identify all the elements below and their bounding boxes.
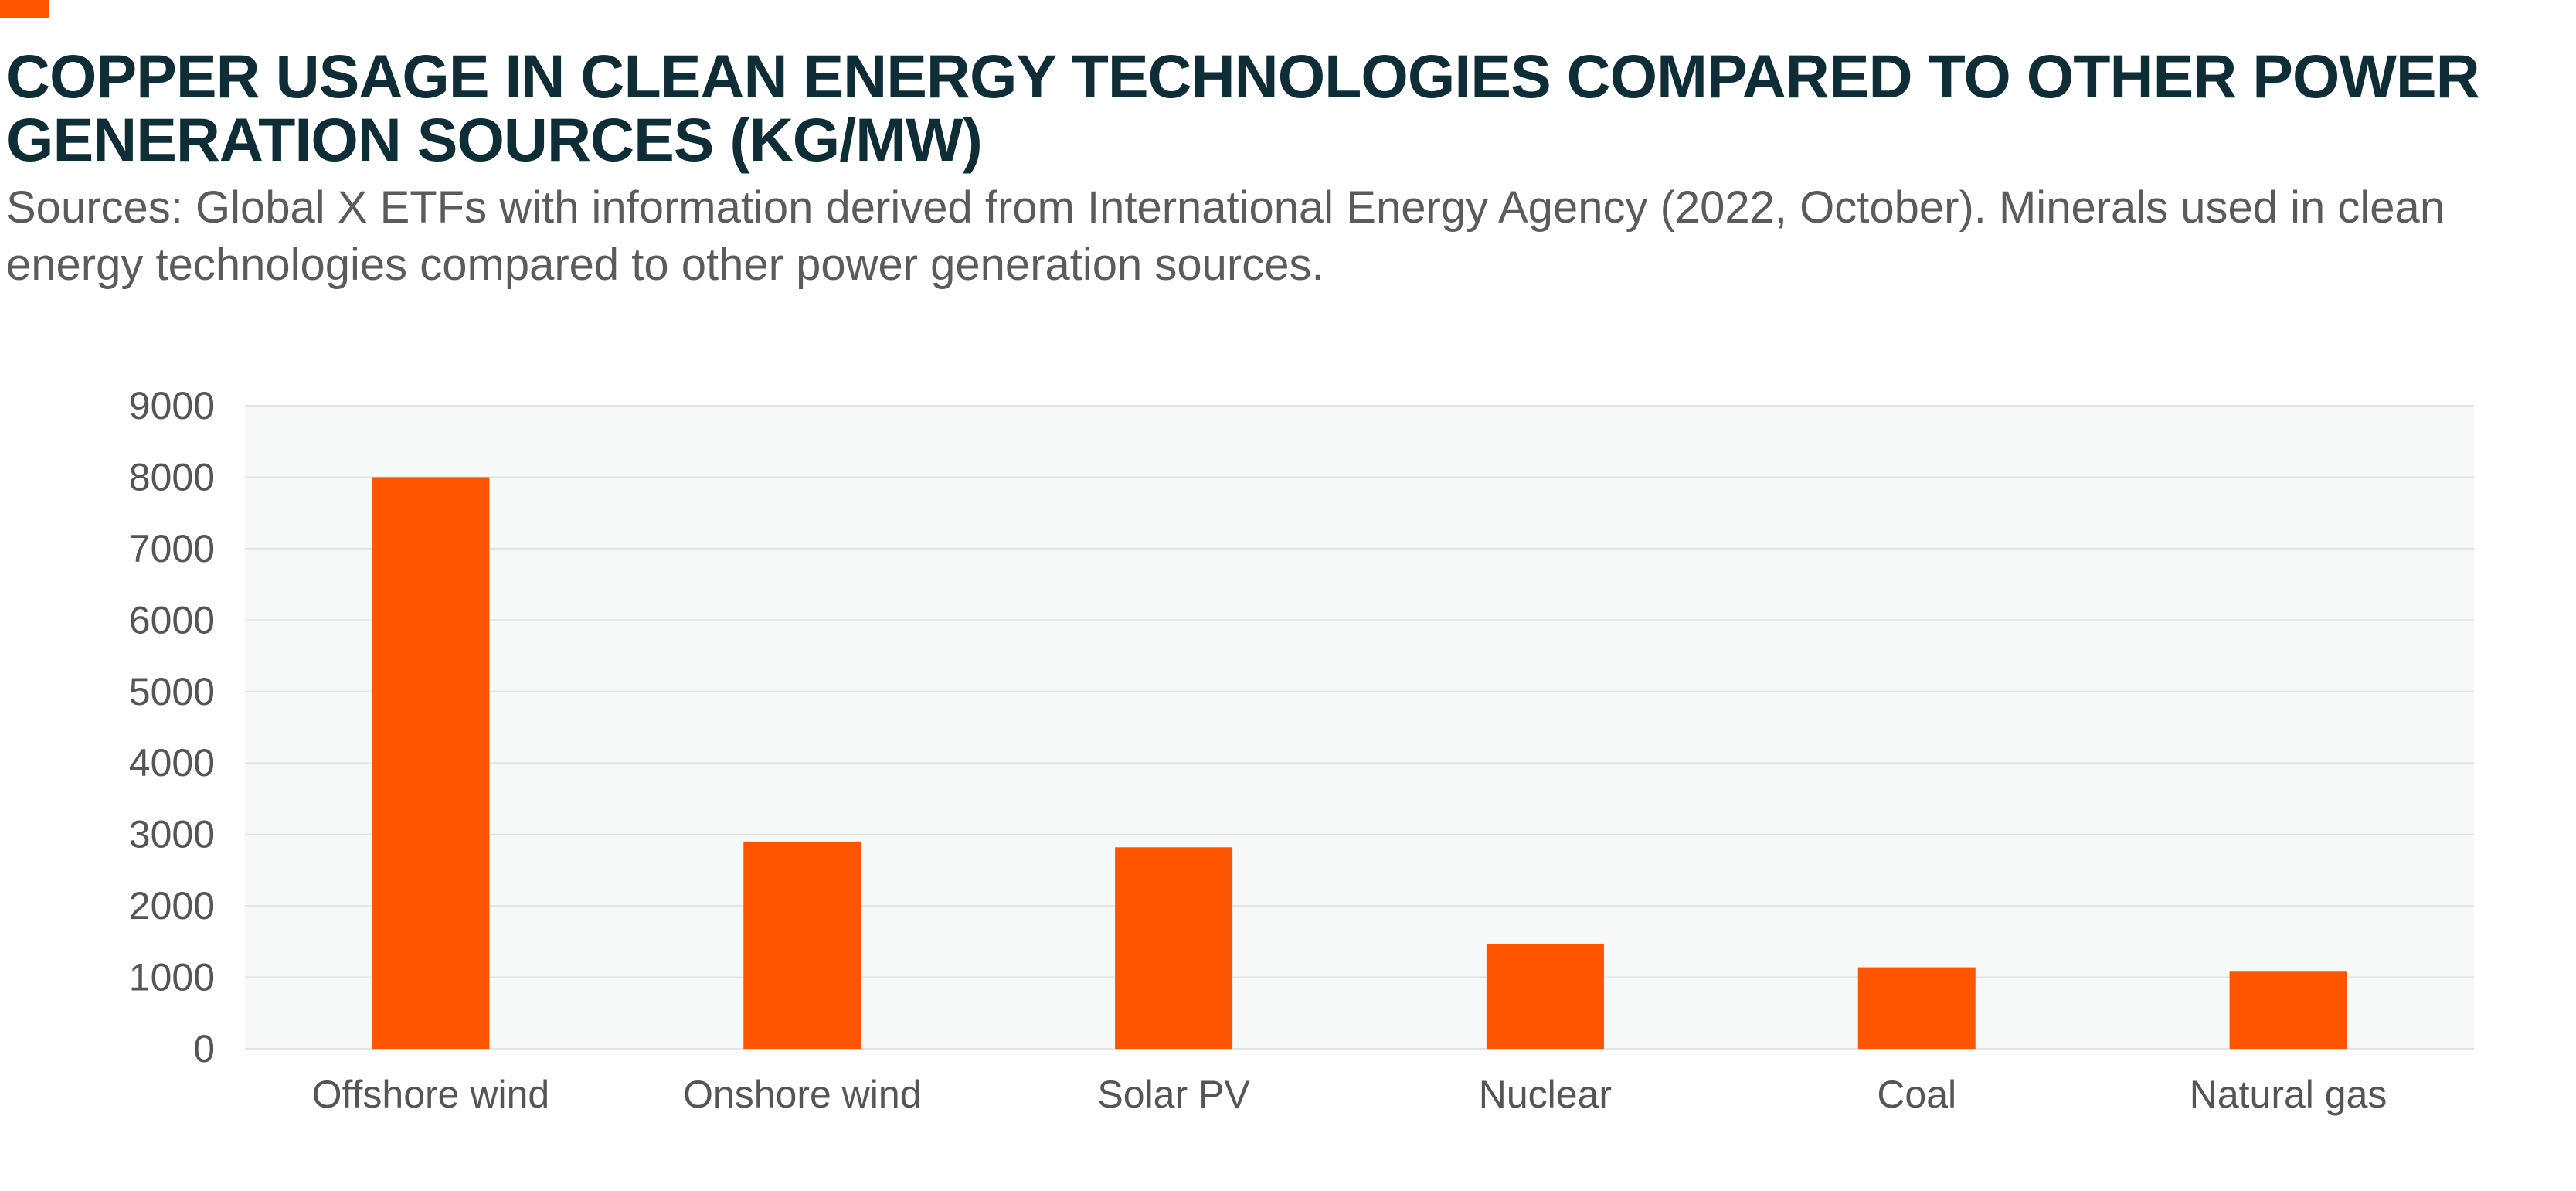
gridlines xyxy=(245,405,2474,1050)
chart-subtitle: Sources: Global X ETFs with information … xyxy=(6,182,2445,290)
y-tick-label: 6000 xyxy=(129,598,215,641)
y-axis-ticks: 0 1000 2000 3000 4000 5000 6000 7000 8000 9000 xyxy=(129,384,215,1070)
plot-area xyxy=(245,406,2474,1049)
x-category-label: Offshore wind xyxy=(312,1073,550,1116)
x-category-label: Natural gas xyxy=(2190,1073,2387,1116)
bar xyxy=(743,841,861,1049)
bar xyxy=(1115,847,1233,1049)
bar xyxy=(1857,967,1976,1049)
y-tick-label: 2000 xyxy=(129,884,215,927)
chart-title: COPPER USAGE IN CLEAN ENERGY TECHNOLOGIE… xyxy=(6,42,2480,174)
bar xyxy=(1486,944,1604,1049)
bar xyxy=(2229,971,2347,1049)
accent-bar xyxy=(0,0,49,18)
x-axis-labels: Offshore wind Onshore wind Solar PV Nuclear… xyxy=(312,1073,2387,1116)
y-tick-label: 1000 xyxy=(129,956,215,999)
x-category-label: Solar PV xyxy=(1097,1073,1250,1116)
y-tick-label: 8000 xyxy=(129,455,215,499)
y-tick-label: 4000 xyxy=(129,741,215,784)
y-tick-label: 0 xyxy=(193,1027,215,1070)
y-tick-label: 5000 xyxy=(129,670,215,713)
bars xyxy=(372,477,2347,1049)
bar xyxy=(372,477,490,1049)
x-category-label: Coal xyxy=(1877,1073,1956,1116)
x-category-label: Onshore wind xyxy=(683,1073,922,1116)
y-tick-label: 9000 xyxy=(129,384,215,427)
y-tick-label: 3000 xyxy=(129,813,215,856)
x-category-label: Nuclear xyxy=(1479,1073,1612,1116)
y-tick-label: 7000 xyxy=(129,527,215,570)
